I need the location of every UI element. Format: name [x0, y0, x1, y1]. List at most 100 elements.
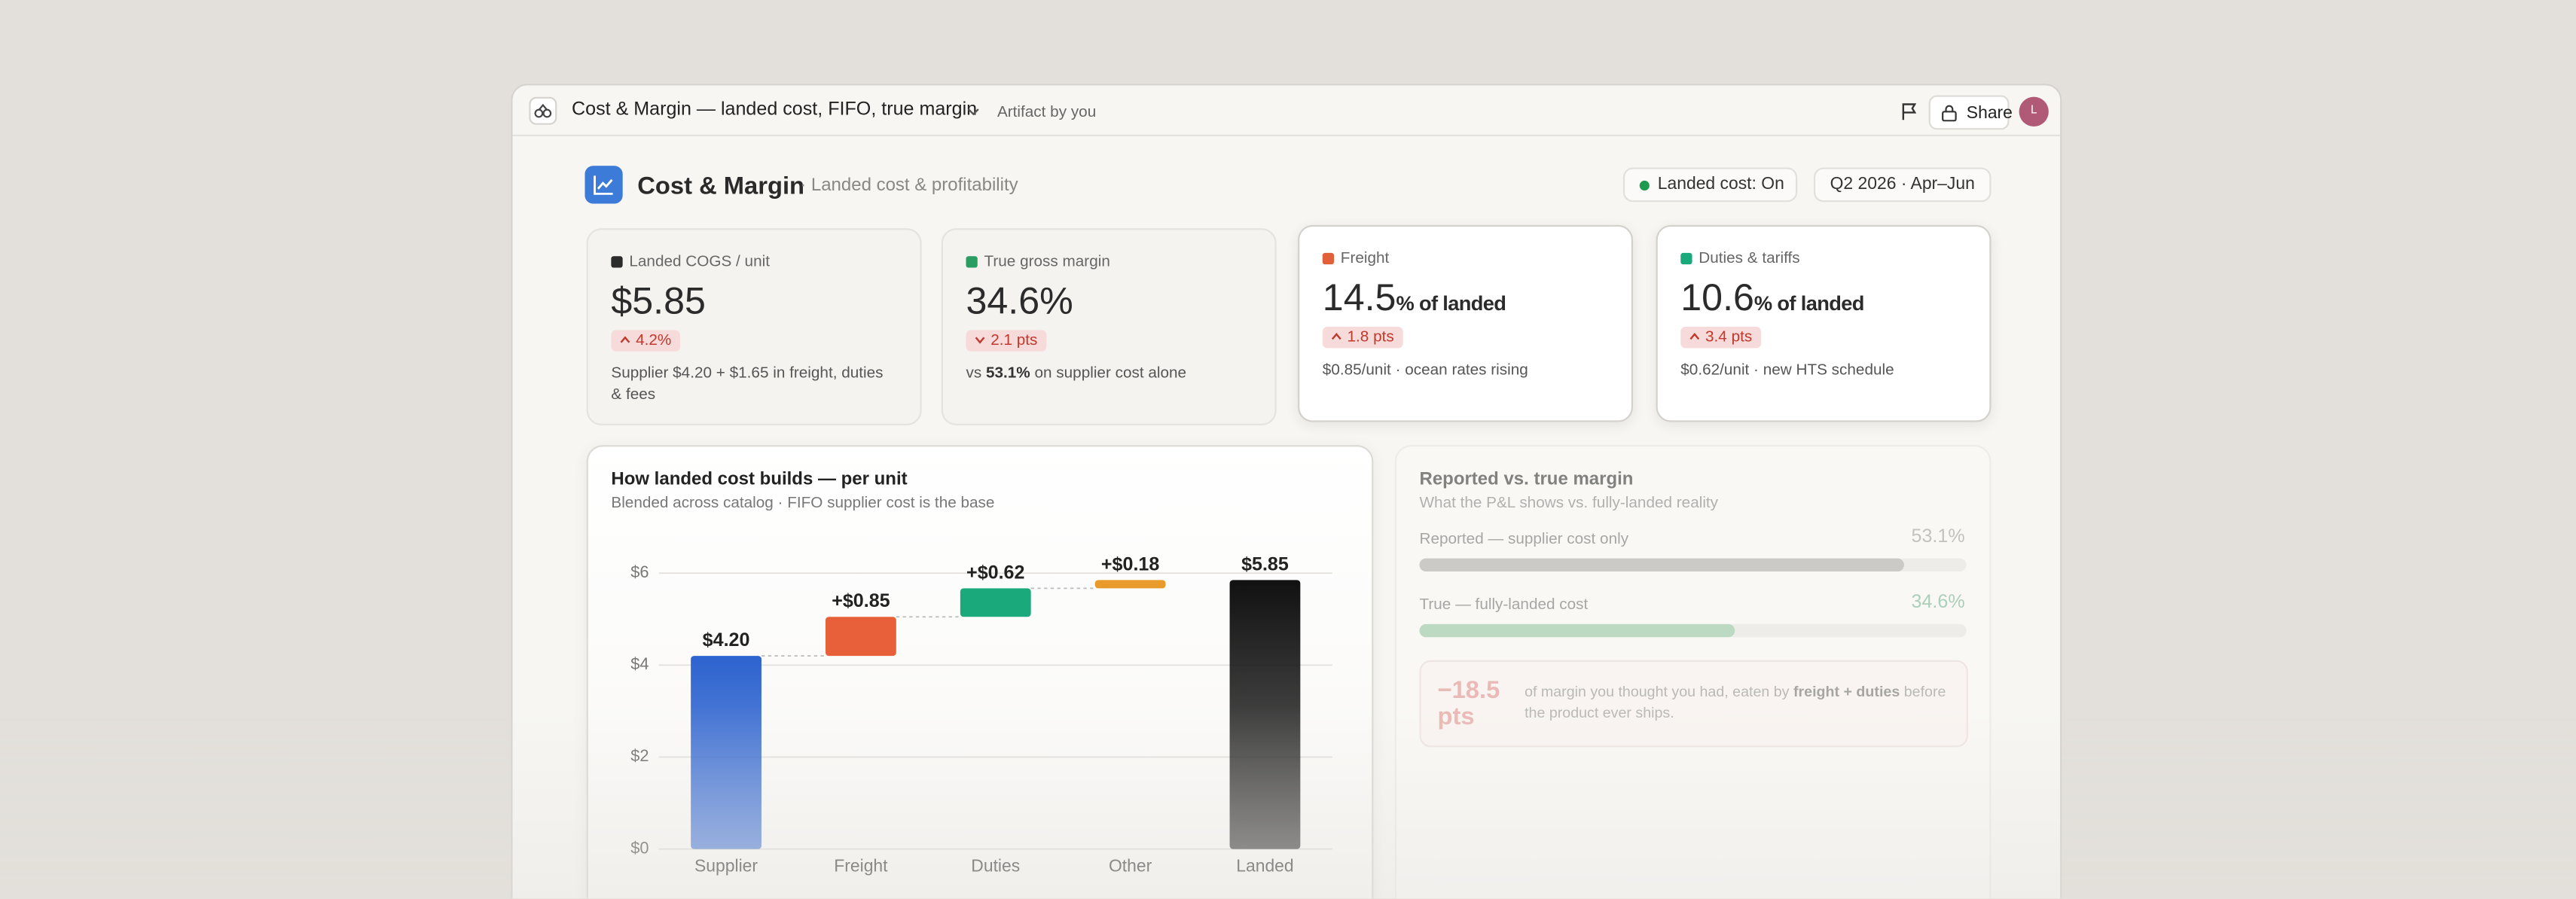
card-swatch	[1322, 251, 1335, 264]
card-label-row: Landed COGS / unit	[611, 250, 897, 273]
kpi-card: Duties & tariffs 10.6% of landed 3.4 pts $0…	[1656, 224, 1992, 422]
y-tick-label: $4	[630, 654, 649, 673]
card-swatch	[611, 255, 623, 267]
share-button[interactable]: Share	[1928, 95, 2013, 130]
chevron-path	[1689, 332, 1700, 340]
status-label: Landed cost: On	[1657, 174, 1784, 194]
title-chevron[interactable]	[966, 105, 981, 118]
delta-chevron	[1689, 332, 1700, 340]
kpi-card: Freight 14.5% of landed 1.8 pts $0.85/unit …	[1298, 224, 1634, 422]
callout-text: of margin you thought you had, eaten by …	[1525, 681, 1952, 724]
card-value-row: 34.6%	[966, 279, 1252, 324]
note-segment: on supplier cost alone	[1034, 364, 1187, 383]
card-note: vs 53.1% on supplier cost alone	[966, 363, 1252, 384]
value-label: $5.85	[1241, 553, 1289, 574]
card-swatch	[1680, 251, 1692, 264]
chart-subtitle: Blended across catalog · FIFO supplier c…	[611, 494, 995, 513]
chevron-path	[1331, 332, 1341, 340]
card-value-row: 10.6% of landed	[1680, 276, 1967, 320]
lock-icon	[1942, 105, 1957, 122]
card-label: True gross margin	[984, 251, 1110, 270]
delta-value: 3.4 pts	[1705, 328, 1753, 346]
card-label-row: Freight	[1322, 246, 1609, 270]
chart-panel: How landed cost builds — per unit Blende…	[586, 445, 1374, 899]
card-unit: % of landed	[1396, 292, 1506, 315]
flag-button[interactable]	[1899, 102, 1918, 121]
margin-subtitle: What the P&L shows vs. fully-landed real…	[1419, 494, 1719, 513]
bar	[1229, 580, 1301, 849]
bar	[691, 656, 762, 849]
bar	[960, 588, 1031, 617]
app-icon[interactable]	[529, 96, 557, 125]
note-segment: 53.1%	[985, 364, 1030, 383]
card-note: $0.62/unit · new HTS schedule	[1680, 360, 1967, 381]
note-segment: $0.62/unit · new HTS schedule	[1680, 361, 1894, 379]
card-label: Landed COGS / unit	[629, 251, 770, 270]
callout: −18.5 pts of margin you thought you had,…	[1419, 660, 1968, 748]
waterfall-chart: $0 $2 $4 $6 $4.20 Supplier +$0.85 Freight +$0.62…	[630, 553, 1332, 876]
row-value: 34.6%	[1911, 593, 1965, 613]
bar-track	[1419, 558, 1967, 572]
card-note: $0.85/unit · ocean rates rising	[1323, 360, 1609, 381]
margin-panel: Reported vs. true margin What the P&L sh…	[1394, 445, 1992, 899]
value-label: +$0.18	[1101, 553, 1159, 574]
delta-value: 1.8 pts	[1347, 328, 1394, 346]
margin-title: Reported vs. true margin	[1419, 469, 1634, 489]
chevron-path	[620, 336, 630, 343]
row-label: True — fully-landed cost	[1419, 596, 1589, 614]
byline: Artifact by you	[997, 103, 1097, 122]
x-tick-label: Supplier	[694, 856, 758, 876]
callout-segment: of margin you thought you had, eaten by	[1525, 683, 1790, 700]
callout-value: −18.5 pts	[1437, 676, 1500, 731]
card-label-row: Duties & tariffs	[1680, 246, 1967, 270]
bar	[826, 617, 896, 657]
card-delta: 4.2%	[611, 329, 680, 351]
card-delta: 3.4 pts	[1680, 325, 1761, 348]
delta-value: 4.2%	[636, 331, 672, 349]
x-tick-label: Duties	[971, 856, 1020, 876]
note-segment: Supplier $4.20 + $1.65 in freight, dutie…	[611, 364, 884, 404]
value-label: $4.20	[703, 629, 750, 651]
status-pill[interactable]: Landed cost: On	[1622, 167, 1798, 203]
card-value-row: 14.5% of landed	[1323, 276, 1609, 320]
y-tick-label: $6	[630, 562, 649, 581]
card-value: 10.6	[1680, 276, 1754, 319]
card-label: Duties & tariffs	[1699, 248, 1800, 267]
status-dot	[1639, 180, 1650, 191]
chevron-path	[975, 337, 985, 344]
margin-bar	[1419, 623, 1735, 638]
card-value: 34.6%	[966, 279, 1073, 322]
card-delta: 2.1 pts	[966, 329, 1046, 351]
artifact-title[interactable]: Cost & Margin — landed cost, FIFO, true …	[572, 100, 978, 120]
y-tick-label: $2	[630, 746, 649, 765]
card-label-row: True gross margin	[966, 250, 1252, 273]
row-value: 53.1%	[1911, 527, 1965, 547]
value-label: +$0.62	[966, 562, 1024, 583]
card-note: Supplier $4.20 + $1.65 in freight, dutie…	[611, 363, 897, 406]
page-subtitle: · Landed cost & profitability	[800, 175, 1018, 196]
delta-chevron	[975, 337, 985, 344]
bar-track	[1419, 623, 1967, 638]
delta-value: 2.1 pts	[990, 331, 1038, 349]
page-title: Cost & Margin	[637, 172, 805, 201]
top-bar: Cost & Margin — landed cost, FIFO, true …	[512, 85, 2061, 137]
callout-segment: before the product ever ships.	[1525, 683, 1946, 721]
y-tick-label: $0	[630, 838, 649, 857]
note-segment: $0.85/unit · ocean rates rising	[1322, 361, 1528, 379]
margin-bar	[1419, 558, 1904, 572]
card-value-row: $5.85	[611, 279, 897, 324]
delta-chevron	[1331, 332, 1341, 340]
card-value: $5.85	[611, 279, 706, 322]
x-tick-label: Freight	[834, 856, 888, 876]
chart-title: How landed cost builds — per unit	[611, 469, 908, 489]
bar	[1094, 580, 1166, 589]
avatar[interactable]: L	[2019, 96, 2049, 126]
note-segment: vs	[966, 364, 982, 383]
card-label: Freight	[1340, 248, 1390, 267]
row-label: Reported — supplier cost only	[1419, 530, 1629, 549]
kpi-card: True gross margin 34.6% 2.1 pts vs 53.1% on…	[941, 228, 1277, 425]
period-pill[interactable]: Q2 2026 · Apr–Jun	[1813, 167, 1992, 203]
